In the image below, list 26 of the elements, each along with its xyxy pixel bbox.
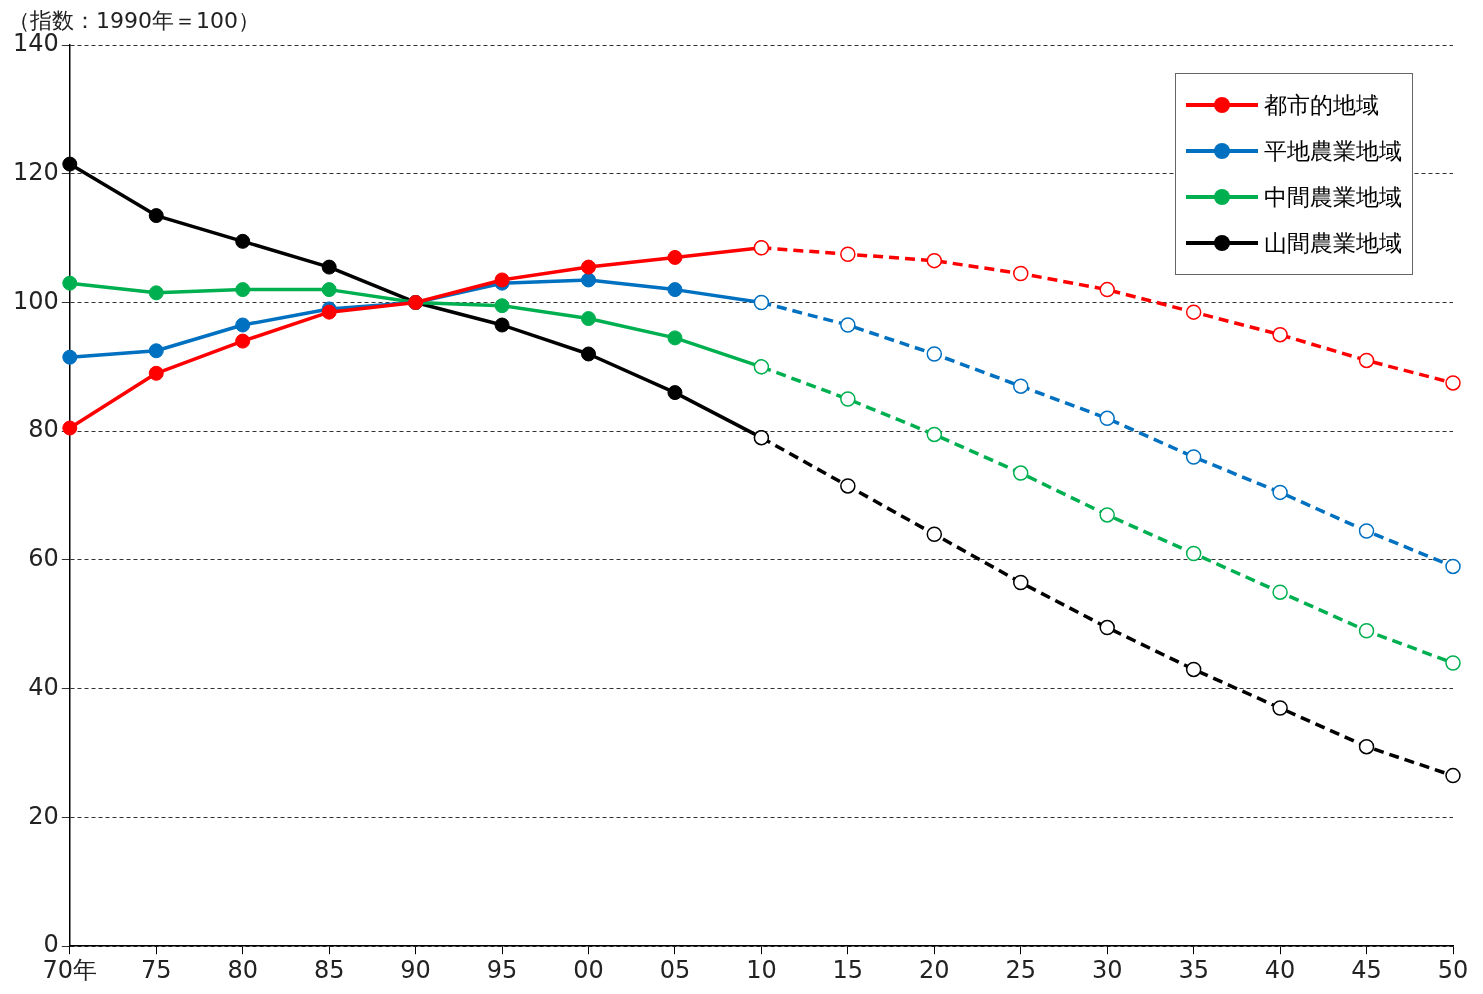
x-tick-label: 25 bbox=[1005, 955, 1037, 984]
x-tick-label: 30 bbox=[1091, 955, 1123, 984]
x-tick-label: 90 bbox=[400, 955, 431, 984]
x-tick-label: 20 bbox=[919, 955, 950, 984]
y-tick-label: 100 bbox=[13, 286, 59, 315]
legend-label: 平地農業地域 bbox=[1264, 136, 1402, 166]
y-tick-label: 40 bbox=[28, 672, 59, 701]
x-tick-label: 80 bbox=[227, 955, 258, 984]
y-tick-label: 80 bbox=[28, 415, 59, 444]
legend-label: 山間農業地域 bbox=[1264, 228, 1402, 258]
x-tick-label: 35 bbox=[1178, 955, 1209, 984]
x-tick-label: 95 bbox=[486, 955, 518, 984]
y-tick-label: 60 bbox=[28, 544, 59, 573]
x-tick-label: 00 bbox=[573, 955, 604, 984]
x-tick-label: 45 bbox=[1351, 955, 1382, 984]
x-tick-label: 05 bbox=[659, 955, 691, 984]
legend-label: 中間農業地域 bbox=[1264, 182, 1402, 212]
legend-label: 都市的地域 bbox=[1264, 90, 1379, 120]
y-tick-label: 120 bbox=[13, 157, 59, 186]
x-tick-label: 10 bbox=[746, 955, 777, 984]
x-tick-label: 85 bbox=[313, 955, 345, 984]
x-tick-label: 15 bbox=[832, 955, 864, 984]
x-tick-label: 75 bbox=[140, 955, 172, 984]
y-tick-label: 20 bbox=[28, 801, 59, 830]
x-tick-label: 40 bbox=[1264, 955, 1296, 984]
x-tick-label: 50 bbox=[1437, 955, 1469, 984]
